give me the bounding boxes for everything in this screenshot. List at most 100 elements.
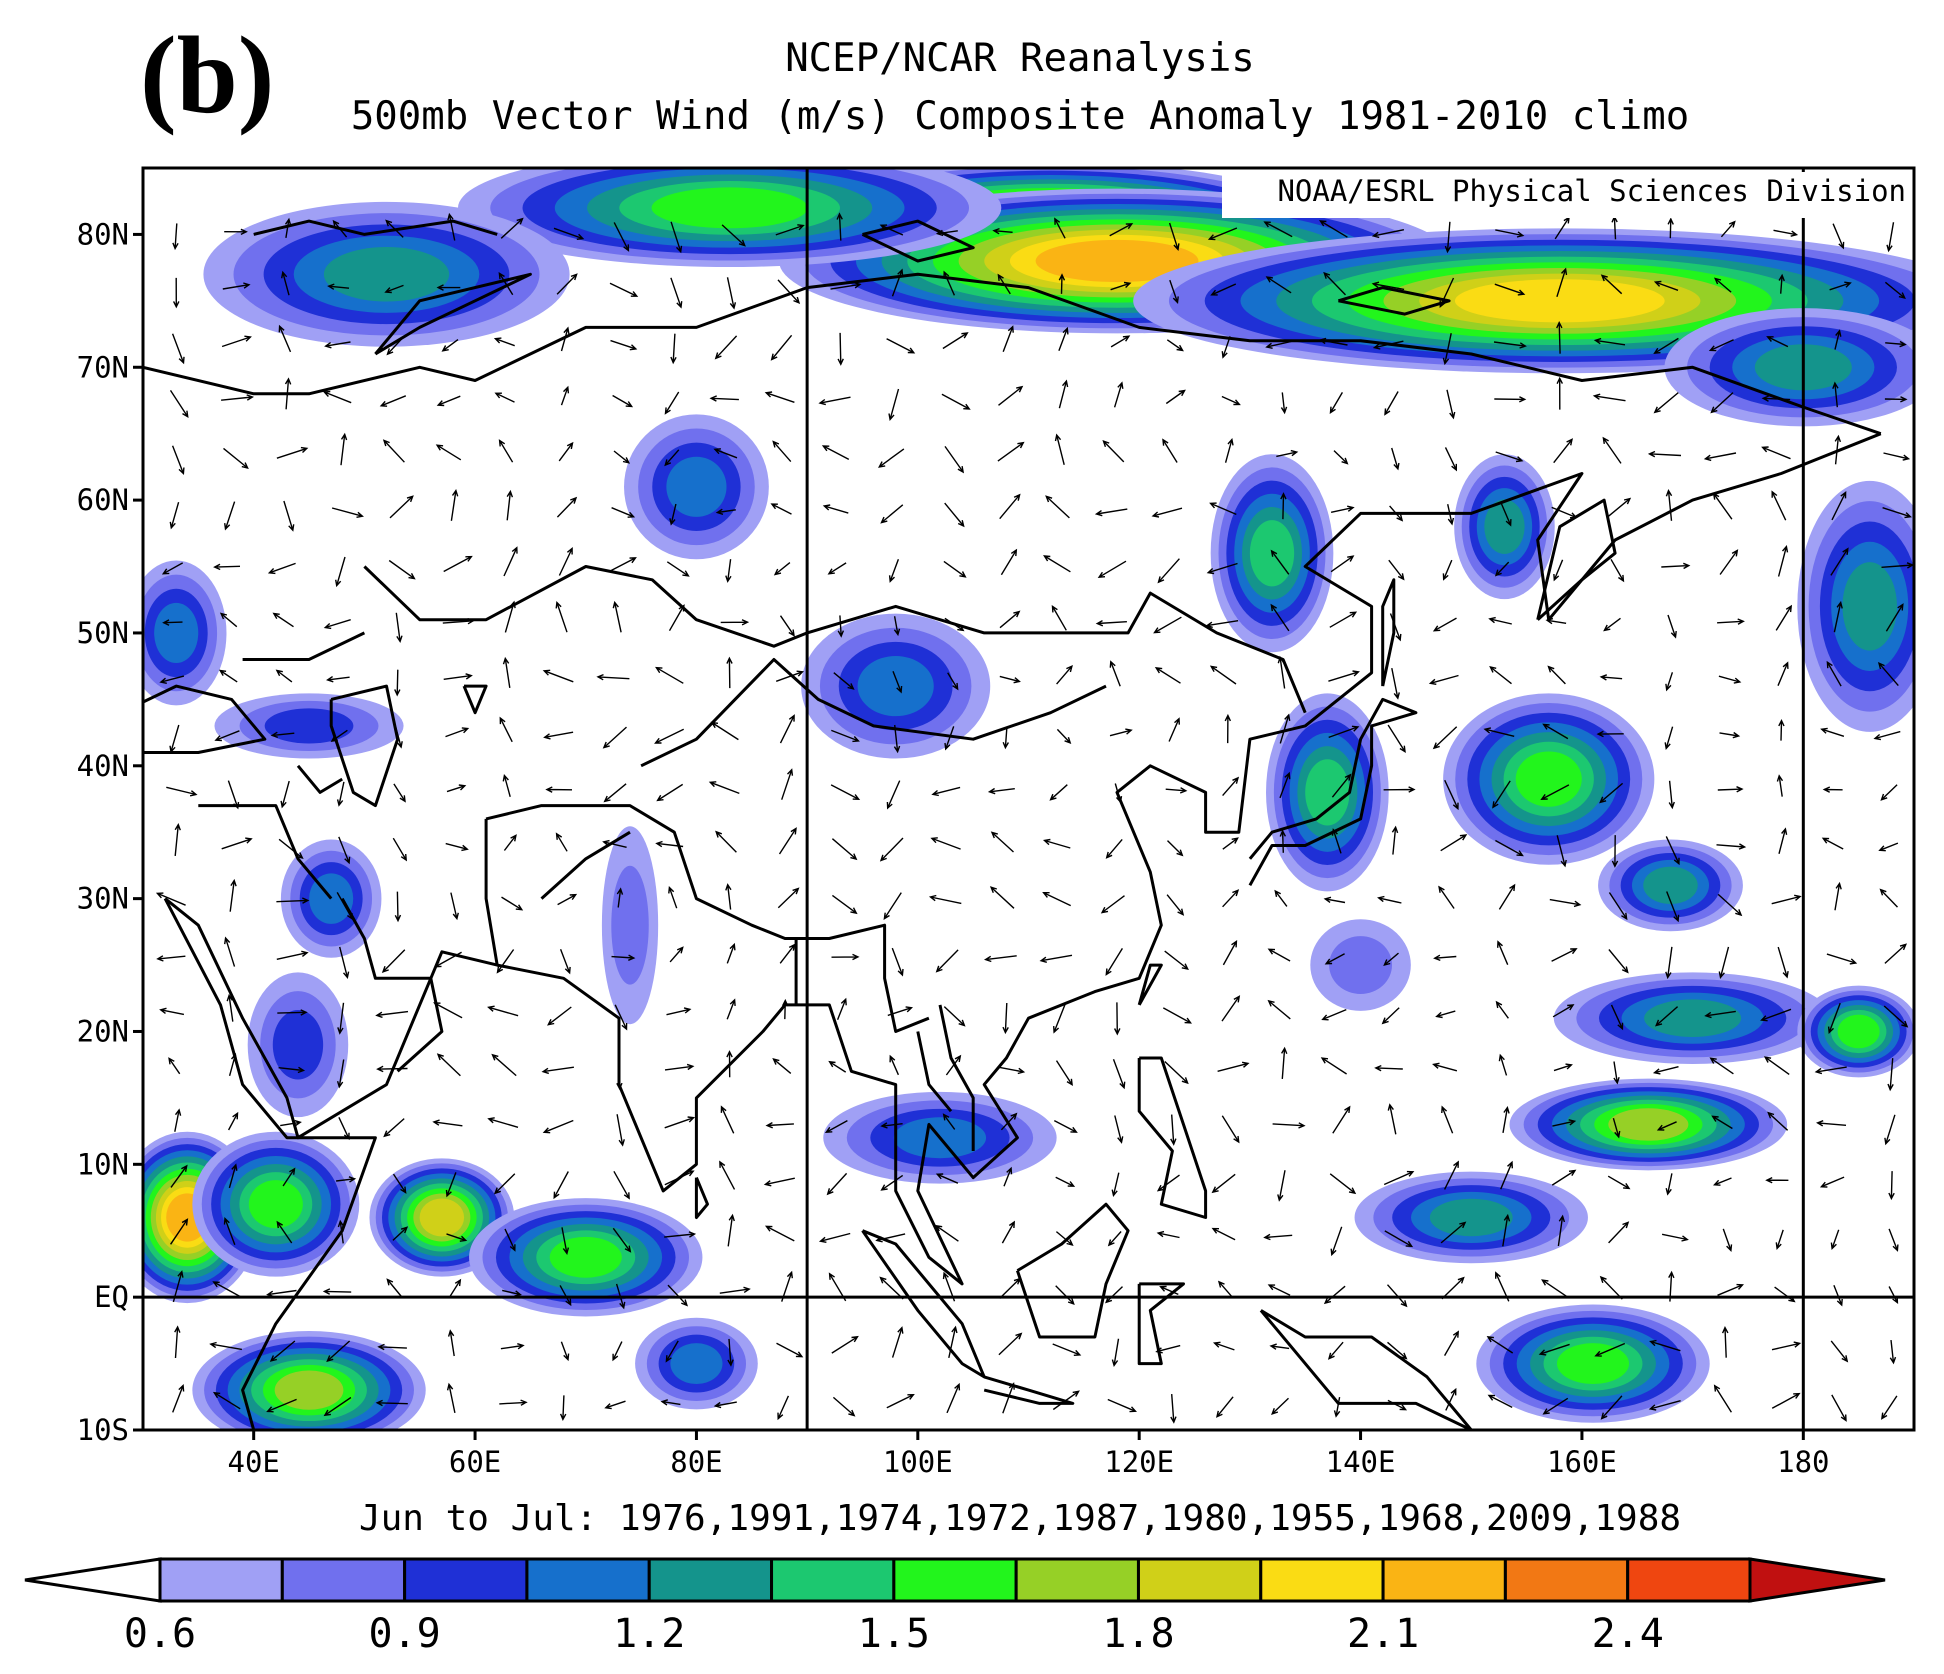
wind-vector [1372,340,1404,350]
wind-vector [610,339,638,351]
wind-vector [1267,999,1291,1020]
coastline-segment [164,432,1882,1286]
wind-vector [504,1228,516,1252]
wind-vector [170,1164,188,1188]
wind-vector [1442,333,1452,366]
wind-vector [1153,616,1182,634]
wind-vector [664,1170,695,1186]
wind-vector [221,394,255,401]
wind-vector [1542,1397,1569,1415]
wind-vector [174,822,181,856]
wind-vector [159,1007,185,1016]
wind-vector [1054,217,1066,239]
colorbar-segment [1381,1557,1507,1603]
wind-vector [1217,1061,1250,1072]
wind-vector [1212,1341,1235,1351]
y-tick-label: EQ [94,1280,129,1314]
wind-vector [1442,559,1453,581]
wind-vector [1777,661,1789,686]
wind-vector [1884,1114,1896,1146]
colorbar-label: 1.5 [858,1611,930,1657]
anomaly-contour [670,1343,723,1385]
wind-vector [611,507,636,518]
wind-vector [1830,1229,1840,1250]
wind-vector [542,669,574,683]
wind-vector [668,604,685,632]
wind-vector [832,1396,856,1417]
coastline-segment [485,804,930,1033]
x-tick-label: 160E [1547,1445,1617,1479]
wind-vector [1321,1008,1347,1021]
wind-vector [892,670,903,694]
wind-vector [1280,392,1288,415]
wind-vector [379,395,407,407]
x-tick-label: 120E [1104,1445,1174,1479]
wind-vector [1439,277,1455,309]
axis-ticks: 80N 70N 60N 50N 40N 30N 20N 10N EQ 10S 40E 60E 80E 10… [77,217,1830,1479]
wind-vector [726,998,736,1020]
wind-vector [1323,896,1346,904]
wind-vector [1661,562,1691,570]
wind-vector [1718,946,1730,979]
title-line-1: NCEP/NCAR Reanalysis [785,36,1255,81]
wind-vector [395,727,403,749]
wind-vector [777,887,800,909]
wind-vector [1054,433,1065,465]
wind-vector [1055,1231,1074,1247]
wind-vector [1656,1121,1677,1131]
wind-vector [1320,1057,1347,1075]
wind-vector [1051,605,1067,631]
wind-vector [1329,392,1344,414]
wind-vector [999,1277,1021,1299]
wind-vector [171,445,185,475]
wind-vector [450,892,459,921]
wind-vector [224,936,236,967]
wind-vector [935,229,958,237]
wind-vector [880,504,904,524]
wind-vector [720,619,750,626]
wind-vector [394,891,402,923]
wind-vector [1156,1174,1180,1192]
wind-vector [1381,1007,1400,1025]
wind-vector [1332,1105,1351,1134]
anomaly-contour [1608,1108,1689,1141]
coastline-segment [340,897,444,1073]
wind-vector [1665,672,1674,692]
wind-vector [224,228,248,236]
wind-vector [1094,508,1128,517]
wind-vector [1721,1326,1729,1358]
wind-vector [1280,1046,1288,1079]
wind-vector [269,1340,296,1362]
y-tick-label: 60N [77,483,129,517]
wind-vector [612,600,622,633]
wind-vector [1775,604,1793,631]
coastline-segment [143,272,1882,436]
wind-vector [218,669,238,683]
wind-vector [1833,1285,1843,1307]
wind-vector [1603,617,1621,632]
colorbar: 0.6 0.9 1.2 1.5 1.8 2.1 2.4 [24,1557,1886,1657]
wind-vector [1775,1229,1784,1250]
wind-vector [1881,1395,1898,1420]
wind-vector [1383,1170,1415,1186]
wind-vector [989,886,1015,909]
wind-vector [558,441,574,462]
wind-vector [669,946,684,963]
wind-vector [886,780,901,810]
anomaly-shading [143,168,1914,1430]
wind-vector [1827,1002,1841,1034]
colorbar-segment [1626,1557,1752,1603]
anomaly-contour [323,247,450,302]
wind-vector [664,1116,696,1129]
wind-vector [1277,655,1286,689]
wind-vector [386,1278,404,1299]
wind-vector [1718,675,1742,684]
wind-vector [880,1174,904,1191]
wind-vector [943,560,967,578]
wind-vector [392,1226,409,1241]
wind-vector [443,673,473,680]
wind-vector [323,619,351,630]
wind-vector [1164,1060,1189,1085]
wind-vector [999,610,1021,629]
wind-vector [999,675,1021,684]
